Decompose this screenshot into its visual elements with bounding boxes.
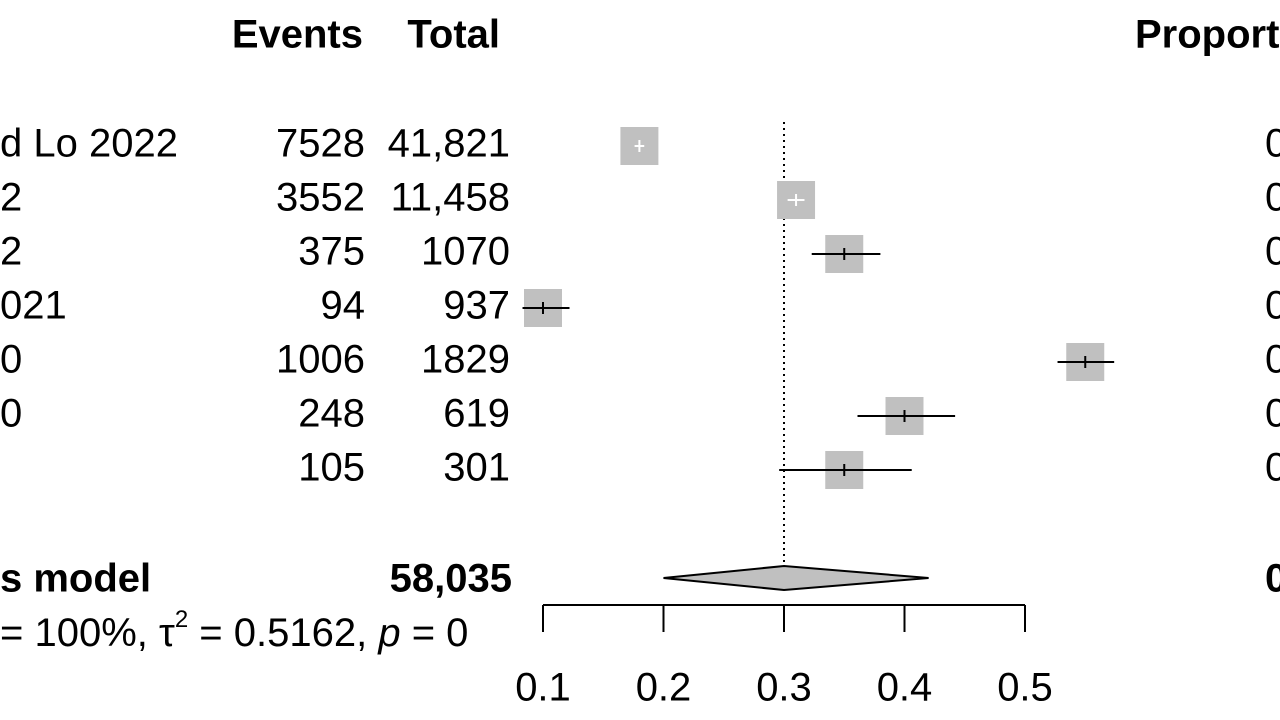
total: 1070 — [421, 230, 510, 274]
study-label: 2 — [0, 176, 22, 220]
proportion: 0 — [1265, 446, 1280, 490]
proportion: 0 — [1265, 392, 1280, 436]
het-sup: 2 — [175, 606, 188, 633]
total: 937 — [443, 284, 510, 328]
proportion: 0 — [1265, 122, 1280, 166]
total: 1829 — [421, 338, 510, 382]
study-label: 2 — [0, 230, 22, 274]
study-label: 0 — [0, 338, 22, 382]
events: 94 — [321, 284, 366, 328]
events: 1006 — [276, 338, 365, 382]
het-prefix: = 100%, τ — [0, 611, 175, 655]
x-tick-label: 0.4 — [877, 666, 933, 710]
x-tick-label: 0.1 — [515, 666, 571, 710]
study-label: 021 — [0, 284, 67, 328]
heterogeneity: = 100%, τ2 = 0.5162, p = 0 — [0, 606, 468, 654]
proportion: 0 — [1265, 284, 1280, 328]
events: 248 — [298, 392, 365, 436]
total: 11,458 — [391, 176, 510, 220]
het-middle: = 0.5162, — [188, 611, 378, 655]
total: 619 — [443, 392, 510, 436]
events: 3552 — [276, 176, 365, 220]
summary-diamond — [663, 564, 929, 592]
x-tick-label: 0.5 — [997, 666, 1053, 710]
het-suffix: = 0 — [401, 611, 469, 655]
proportion: 0 — [1265, 230, 1280, 274]
het-p: p — [377, 611, 400, 655]
study-label: d Lo 2022 — [0, 122, 178, 166]
header-proportion: Proport — [1135, 13, 1279, 57]
x-tick-label: 0.2 — [636, 666, 692, 710]
header-events: Events — [232, 13, 363, 57]
summary-total: 58,035 — [390, 557, 512, 601]
proportion: 0 — [1265, 176, 1280, 220]
study-label: 0 — [0, 392, 22, 436]
events: 105 — [298, 446, 365, 490]
events: 375 — [298, 230, 365, 274]
summary-label: s model — [0, 557, 151, 601]
x-tick-label: 0.3 — [756, 666, 812, 710]
total: 41,821 — [388, 122, 510, 166]
events: 7528 — [276, 122, 365, 166]
proportion: 0 — [1265, 338, 1280, 382]
summary-proportion: 0 — [1265, 557, 1280, 601]
header-total: Total — [407, 13, 500, 57]
total: 301 — [443, 446, 510, 490]
